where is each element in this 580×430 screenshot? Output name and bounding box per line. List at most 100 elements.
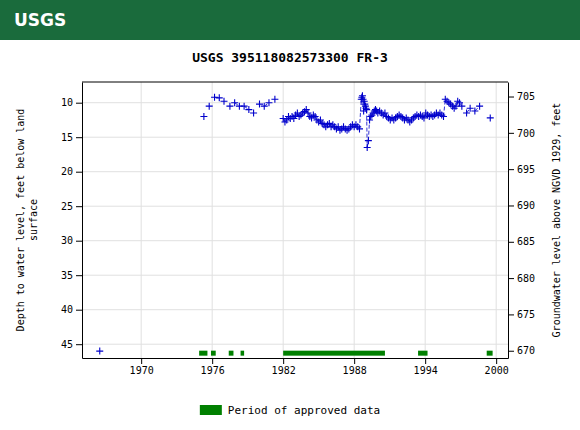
data-point: [265, 99, 272, 106]
data-point: [96, 348, 103, 355]
tick-mark: [76, 241, 82, 242]
tick-mark: [354, 358, 355, 364]
tick-mark: [508, 351, 514, 352]
grid-line-x: [212, 82, 213, 358]
tick-label: 675: [517, 309, 535, 320]
tick-label: 40: [61, 304, 73, 315]
data-point: [359, 92, 366, 99]
data-point: [245, 106, 252, 113]
approved-bar: [241, 351, 245, 356]
frame-top: [82, 82, 508, 83]
data-point: [364, 144, 371, 151]
axis-line: [82, 83, 83, 359]
y2-axis: 670675680685690695700705: [508, 83, 535, 359]
grid-line-y: [82, 309, 508, 310]
header-bar: [0, 0, 580, 40]
approved-bar: [418, 351, 427, 356]
data-point: [250, 110, 257, 117]
data-point: [283, 116, 290, 123]
data-point: [231, 99, 238, 106]
data-point: [303, 106, 310, 113]
data-point: [381, 110, 388, 117]
grid: [82, 82, 508, 358]
chart: USGSUSGS 395118082573300 FR-319701976198…: [0, 0, 580, 430]
tick-label: 15: [61, 132, 73, 143]
tick-label: 25: [61, 201, 73, 212]
header-text: USGS: [14, 10, 66, 30]
axis-line: [83, 358, 509, 359]
grid-line-y: [82, 275, 508, 276]
legend-label: Period of approved data: [228, 404, 380, 417]
tick-mark: [508, 278, 514, 279]
tick-mark: [508, 97, 514, 98]
connector-lines: [215, 96, 480, 148]
tick-mark: [76, 275, 82, 276]
grid-line-y: [82, 344, 508, 345]
tick-label: 30: [61, 235, 73, 246]
data-point: [326, 120, 333, 127]
data-point: [317, 116, 324, 123]
grid-line-x: [141, 82, 142, 358]
data-point: [356, 125, 363, 132]
plot: 1970197619821988199420001015202530354045…: [61, 82, 535, 376]
data-point: [365, 137, 372, 144]
tick-label: 10: [61, 97, 73, 108]
approved-bar: [229, 351, 234, 356]
tick: 680: [508, 273, 535, 284]
grid-line-y: [82, 240, 508, 241]
data-point: [226, 103, 233, 110]
tick-label: 1994: [414, 365, 438, 376]
connector-line: [475, 106, 480, 111]
tick-mark: [283, 358, 284, 364]
tick: 40: [61, 304, 82, 315]
data-point: [383, 113, 390, 120]
legend: Period of approved data: [200, 404, 380, 417]
data-point: [429, 113, 436, 120]
tick: 30: [61, 235, 82, 246]
data-point: [221, 98, 228, 105]
marks: [96, 92, 494, 355]
tick-mark: [76, 103, 82, 104]
tick: 15: [61, 132, 82, 143]
tick-mark: [76, 172, 82, 173]
tick: 1982: [272, 358, 296, 376]
data-point: [471, 107, 478, 114]
grid-line-y: [82, 206, 508, 207]
tick-label: 20: [61, 166, 73, 177]
data-point: [344, 127, 351, 134]
data-point: [241, 103, 248, 110]
data-point: [454, 98, 461, 105]
grid-line-y: [82, 137, 508, 138]
connector-line: [366, 110, 368, 148]
tick: 1988: [343, 358, 367, 376]
title: USGS 395118082573300 FR-3: [192, 50, 388, 65]
data-point: [312, 113, 319, 120]
tick-mark: [496, 358, 497, 364]
tick: 45: [61, 339, 82, 350]
tick-mark: [212, 358, 213, 364]
data-point: [216, 94, 223, 101]
tick: 690: [508, 200, 535, 211]
approved-periods: [199, 351, 492, 356]
data-point: [310, 112, 317, 119]
grid-line-x: [425, 82, 426, 358]
data-point: [463, 110, 470, 117]
tick: 675: [508, 309, 535, 320]
legend-swatch: [200, 405, 222, 415]
data-point: [445, 99, 452, 106]
tick-label: 35: [61, 270, 73, 281]
data-point: [487, 114, 494, 121]
y-axis: 10 15 20 25 30 35 40 45: [61, 83, 83, 359]
tick-mark: [76, 310, 82, 311]
tick-mark: [76, 344, 82, 345]
tick-label: 700: [517, 128, 535, 139]
tick: 700: [508, 128, 535, 139]
tick: 1994: [414, 358, 438, 376]
data-point: [206, 103, 213, 110]
x-axis: 197019761982198819942000: [83, 358, 509, 376]
data-point: [336, 127, 343, 134]
tick-mark: [508, 169, 514, 170]
tick: 10: [61, 97, 82, 108]
tick-label: 45: [61, 339, 73, 350]
data-point: [363, 105, 370, 112]
